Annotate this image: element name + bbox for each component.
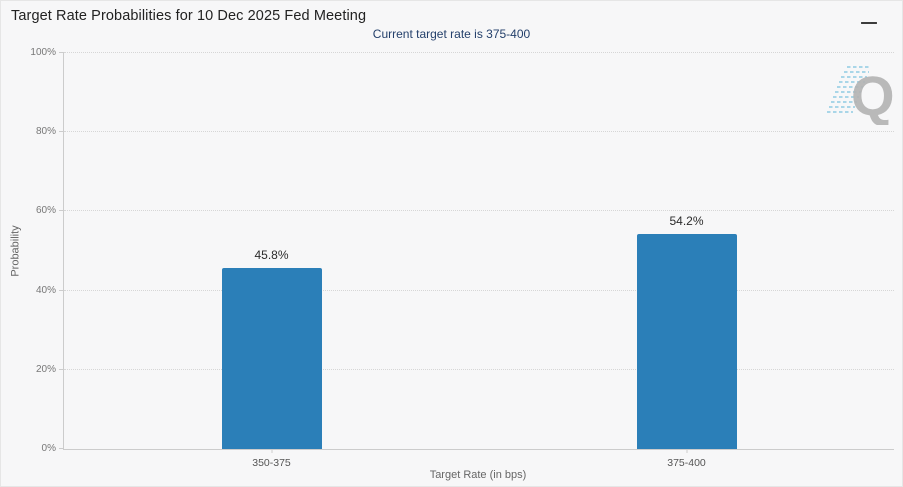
y-tick-mark	[59, 52, 64, 53]
plot-area: 0% 20% 40% 60% 80% 100% 45.8% 350-375 54.2% 375-4…	[30, 48, 894, 469]
bar-value-label: 45.8%	[254, 247, 289, 262]
bar-350-375[interactable]	[221, 267, 322, 449]
y-tick-mark	[59, 131, 64, 133]
gridline-80	[64, 131, 894, 133]
bar-value-label: 54.2%	[669, 214, 704, 229]
y-axis-title: Probability	[10, 225, 23, 277]
y-tick-mark	[59, 210, 64, 212]
y-tick-label: 40%	[35, 284, 56, 296]
y-tick-mark	[59, 448, 64, 449]
y-tick-label: 60%	[35, 205, 56, 217]
x-tick-mark	[686, 449, 687, 453]
y-tick-mark	[59, 368, 64, 370]
page-title: Target Rate Probabilities for 10 Dec 202…	[11, 8, 367, 24]
y-tick-mark	[59, 289, 64, 291]
gridline-40	[64, 289, 894, 291]
gridline-20	[64, 368, 894, 370]
y-tick-label: 80%	[35, 126, 56, 138]
bar-375-400[interactable]	[636, 234, 737, 449]
x-axis-title: Target Rate (in bps)	[429, 469, 527, 481]
gridline-100	[64, 52, 894, 53]
y-tick-label: 0%	[41, 443, 56, 454]
x-tick-mark	[271, 449, 272, 453]
y-tick-label: 100%	[30, 47, 56, 58]
x-category-label: 350-375	[252, 457, 291, 469]
y-tick-label: 20%	[35, 363, 56, 375]
gridline-60	[64, 210, 894, 212]
x-category-label: 375-400	[667, 457, 706, 469]
current-target-rate-subtitle: Current target rate is 375-400	[372, 27, 531, 41]
chart-menu-button[interactable]	[861, 9, 889, 27]
